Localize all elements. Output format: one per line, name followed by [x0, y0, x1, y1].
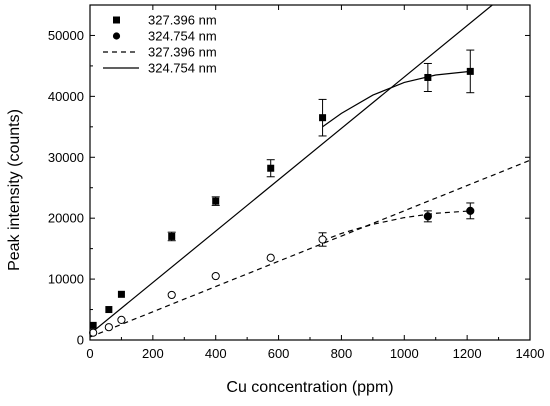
legend-marker-circle [112, 32, 121, 40]
y-tick-label: 0 [77, 333, 84, 348]
x-tick-label: 200 [142, 346, 164, 361]
y-tick-label: 50000 [48, 28, 84, 43]
data-point-square [466, 67, 474, 75]
legend-label: 324.754 nm [148, 29, 217, 44]
data-point-circle-open [89, 328, 98, 337]
y-tick-label: 10000 [48, 272, 84, 287]
data-point-square [212, 197, 220, 205]
legend-label: 327.396 nm [148, 13, 217, 28]
data-point-circle-open [318, 235, 327, 244]
x-tick-label: 400 [205, 346, 227, 361]
data-point-square [424, 73, 432, 81]
fit-line [90, 159, 530, 338]
data-point-square [89, 321, 97, 329]
y-axis-title: Peak intensity (counts) [6, 109, 23, 271]
data-point-circle [466, 206, 475, 215]
x-tick-label: 0 [86, 346, 93, 361]
data-point-circle-open [117, 315, 126, 324]
x-axis-title: Cu concentration (ppm) [226, 379, 393, 396]
data-point-square [117, 290, 125, 298]
legend-marker-square [113, 16, 120, 24]
x-tick-label: 1000 [390, 346, 419, 361]
data-point-circle [423, 212, 432, 221]
data-point-circle-open [211, 271, 220, 281]
fit-curve [322, 70, 471, 128]
data-point-square [267, 164, 275, 172]
data-point-circle-open [167, 290, 176, 300]
data-point-square [319, 114, 327, 122]
data-point-circle-open [104, 323, 113, 332]
axes-layer: 0 200 400 600 800 1000 1200 1400 0 10000 20000 3000… [48, 4, 545, 361]
legend-label: 324.754 nm [148, 61, 217, 76]
fit-line [90, 5, 493, 335]
x-tick-label: 1200 [453, 346, 482, 361]
y-tick-label: 30000 [48, 150, 84, 165]
fit-curve [322, 210, 471, 242]
data-point-square [105, 306, 113, 314]
x-tick-label: 1400 [516, 346, 545, 361]
y-tick-label: 20000 [48, 211, 84, 226]
x-tick-label: 800 [331, 346, 353, 361]
x-tick-label: 600 [268, 346, 290, 361]
plot-layer [89, 5, 530, 338]
y-tick-label: 40000 [48, 89, 84, 104]
data-point-circle-open [266, 253, 275, 262]
data-point-square [168, 232, 176, 240]
legend-label: 327.396 nm [148, 45, 217, 60]
